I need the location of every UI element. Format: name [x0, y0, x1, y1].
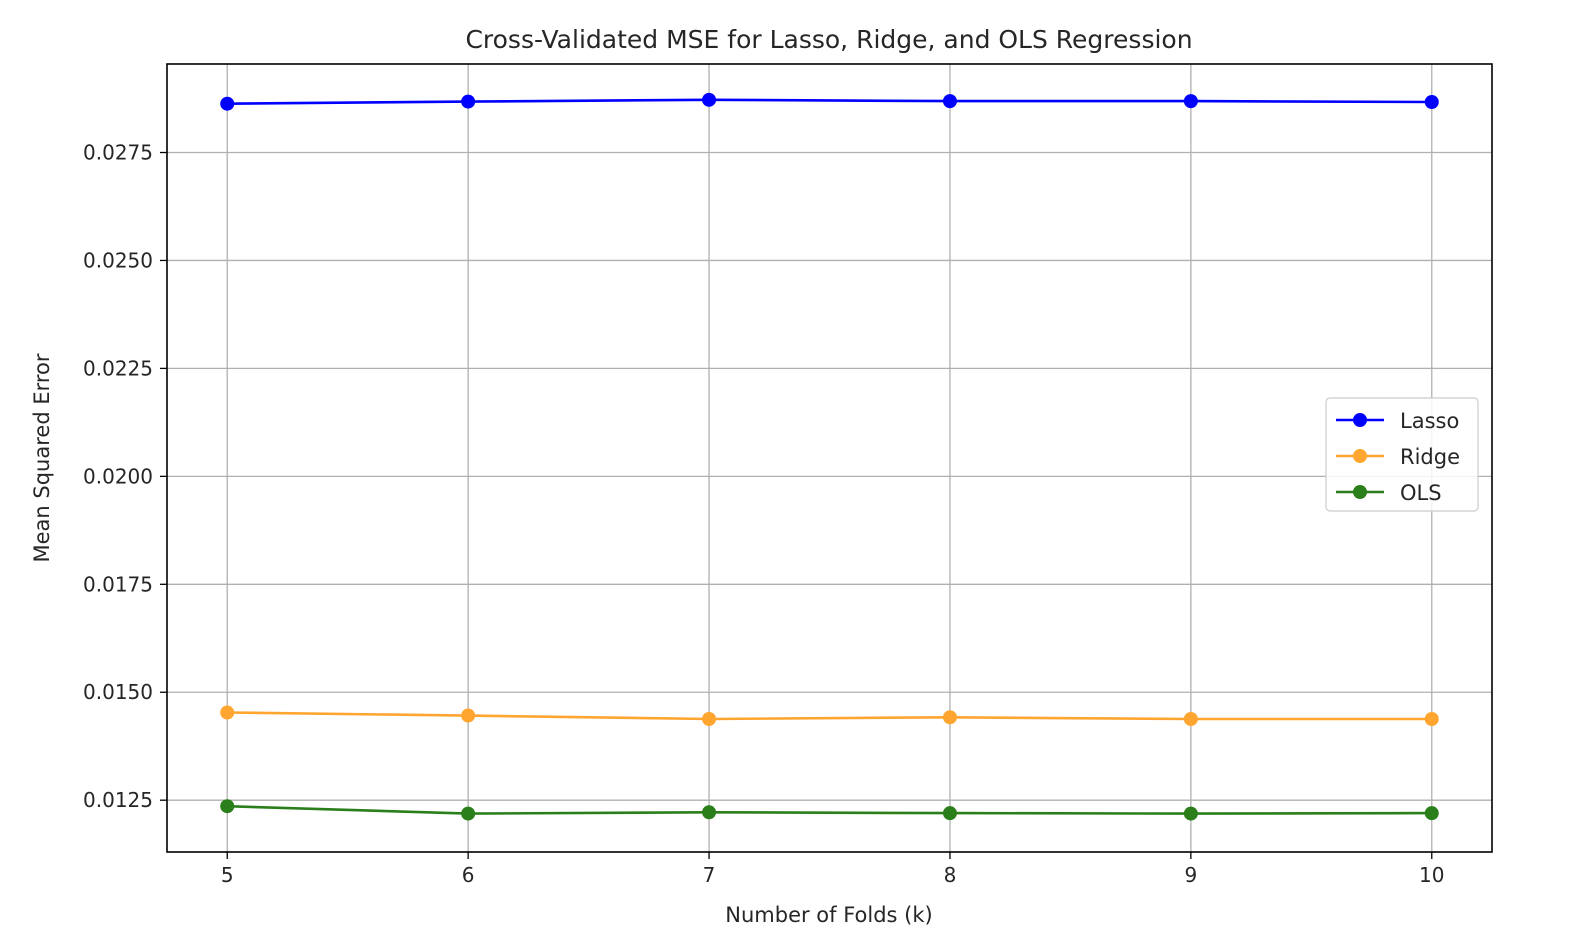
data-point-lasso [1424, 94, 1439, 109]
x-tick-label: 7 [703, 863, 716, 887]
series-layer [220, 92, 1439, 821]
data-point-ridge [942, 710, 957, 725]
y-axis-label: Mean Squared Error [30, 353, 54, 562]
data-point-lasso [1183, 94, 1198, 109]
data-point-ridge [1183, 712, 1198, 727]
series-line-ridge [227, 711, 1432, 721]
data-point-lasso [220, 96, 235, 111]
data-point-ols [461, 806, 476, 821]
legend-label-ridge: Ridge [1400, 445, 1460, 469]
legend-marker-ridge [1353, 449, 1367, 463]
legend-marker-ols [1353, 485, 1367, 499]
legend-box [1325, 397, 1479, 512]
data-point-ols [702, 805, 717, 820]
data-point-lasso [942, 94, 957, 109]
x-tick-label: 10 [1419, 863, 1444, 887]
legend-label-ols: OLS [1400, 481, 1442, 505]
data-point-ols [1183, 806, 1198, 821]
data-point-ols [220, 799, 235, 814]
series-line-lasso [227, 98, 1432, 105]
data-point-lasso [461, 94, 476, 109]
y-tick-label: 0.0275 [83, 141, 153, 165]
legend-label-lasso: Lasso [1400, 409, 1459, 433]
data-point-lasso [702, 92, 717, 107]
data-point-ols [1424, 806, 1439, 821]
series-line-ols [227, 804, 1432, 815]
data-point-ols [942, 806, 957, 821]
grid-layer [167, 64, 1492, 852]
ticks-layer: 5 6 7 8 9 10 0.0125 0.0150 0.0175 0.0200 0.0225 0.0… [83, 141, 1444, 887]
data-point-ridge [702, 712, 717, 727]
y-tick-label: 0.0225 [83, 356, 153, 380]
data-point-ridge [220, 705, 235, 720]
y-tick-label: 0.0250 [83, 248, 153, 272]
y-tick-label: 0.0175 [83, 572, 153, 596]
legend-marker-lasso [1353, 413, 1367, 427]
data-point-ridge [1424, 712, 1439, 727]
y-tick-label: 0.0150 [83, 680, 153, 704]
x-tick-label: 5 [221, 863, 234, 887]
x-tick-label: 8 [944, 863, 957, 887]
legend: Lasso Ridge OLS [1325, 397, 1479, 512]
plot-frame [166, 63, 1493, 853]
y-tick-label: 0.0125 [83, 788, 153, 812]
x-axis-label: Number of Folds (k) [725, 903, 932, 927]
chart-title: Cross-Validated MSE for Lasso, Ridge, an… [465, 25, 1192, 54]
x-tick-label: 9 [1184, 863, 1197, 887]
x-tick-label: 6 [462, 863, 475, 887]
data-point-ridge [461, 708, 476, 723]
y-tick-label: 0.0200 [83, 464, 153, 488]
